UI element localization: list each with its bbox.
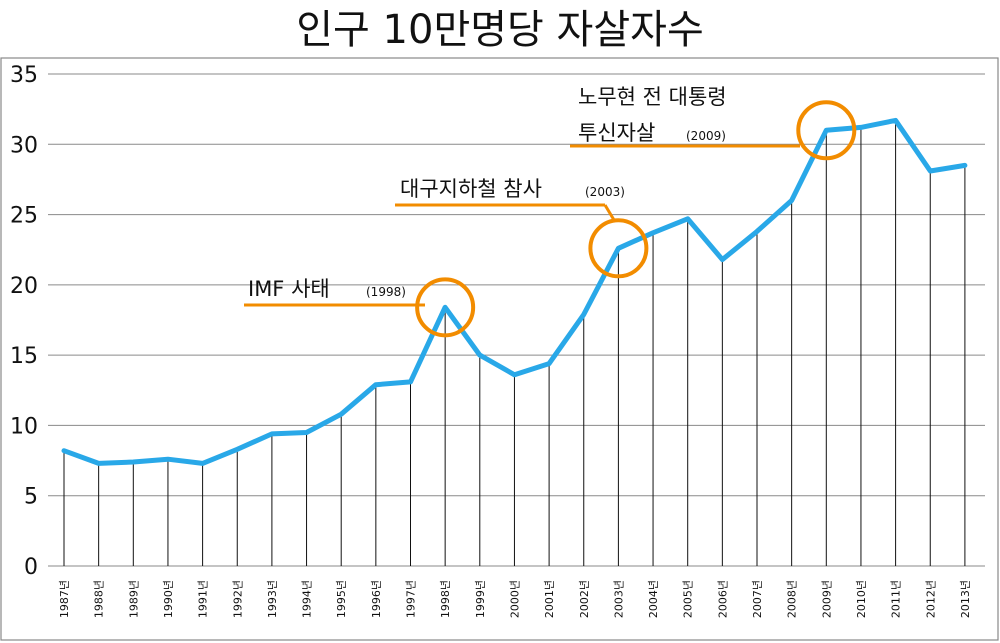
- x-tick-label: 1997년: [405, 580, 418, 618]
- annotation: 대구지하철 참사 (2003): [395, 177, 649, 279]
- y-tick-label: 10: [10, 414, 38, 439]
- annotation: IMF 사태 (1998): [244, 277, 476, 338]
- annotation-label: IMF 사태: [248, 277, 330, 301]
- y-tick-label: 0: [24, 555, 38, 580]
- x-tick-label: 1994년: [301, 580, 314, 618]
- annotation-label-line1: 노무현 전 대통령: [578, 85, 727, 109]
- x-tick-label: 2003년: [612, 580, 625, 618]
- x-tick-label: 2005년: [682, 580, 695, 618]
- x-axis-ticks: 1987년 1988년 1989년 1990년 1991년 1992년 1993년 1994년…: [58, 580, 972, 618]
- x-tick-label: 2013년: [959, 580, 972, 618]
- x-tick-label: 1990년: [162, 580, 175, 618]
- y-tick-label: 20: [10, 274, 38, 299]
- x-tick-label: 1996년: [370, 580, 383, 618]
- annotation-year: (1998): [366, 285, 406, 299]
- x-tick-label: 2010년: [855, 580, 868, 618]
- x-tick-label: 2002년: [578, 580, 591, 618]
- y-axis-ticks: 0 5 10 15 20 25 30 35: [10, 63, 38, 580]
- y-tick-label: 35: [10, 63, 38, 88]
- annotation-circle: [588, 218, 649, 279]
- annotation-circle: [796, 100, 857, 161]
- x-tick-label: 2001년: [543, 580, 556, 618]
- annotation-label: 대구지하철 참사: [400, 177, 542, 201]
- x-tick-label: 2009년: [820, 580, 833, 618]
- x-tick-label: 1991년: [197, 580, 210, 618]
- y-tick-label: 30: [10, 133, 38, 158]
- annotation-year: (2009): [686, 129, 726, 143]
- x-tick-label: 2011년: [890, 580, 903, 618]
- y-tick-label: 25: [10, 204, 38, 229]
- x-tick-label: 2000년: [508, 580, 521, 618]
- y-tick-label: 15: [10, 344, 38, 369]
- plot-frame: [0, 57, 999, 641]
- drop-lines: [63, 120, 966, 566]
- x-tick-label: 2004년: [647, 580, 660, 618]
- x-tick-label: 1995년: [335, 580, 348, 618]
- annotation-circle: [415, 277, 476, 338]
- x-tick-label: 1998년: [439, 580, 452, 618]
- annotation-label-line2: 투신자살: [578, 121, 655, 145]
- x-tick-label: 1993년: [266, 580, 279, 618]
- y-tick-label: 5: [24, 485, 38, 510]
- annotation-leader-elbow: [603, 204, 616, 221]
- gridlines: [48, 73, 985, 567]
- x-tick-label: 1987년: [58, 580, 71, 618]
- x-tick-label: 1992년: [231, 580, 244, 618]
- x-tick-label: 2012년: [924, 580, 937, 618]
- x-tick-label: 1999년: [474, 580, 487, 618]
- x-tick-label: 1988년: [93, 580, 106, 618]
- x-tick-label: 2007년: [751, 580, 764, 618]
- x-tick-label: 1989년: [127, 580, 140, 618]
- chart-title: 인구 10만명당 자살자수: [296, 7, 704, 53]
- annotation-year: (2003): [585, 185, 625, 199]
- x-tick-label: 2008년: [786, 580, 799, 618]
- x-tick-label: 2006년: [716, 580, 729, 618]
